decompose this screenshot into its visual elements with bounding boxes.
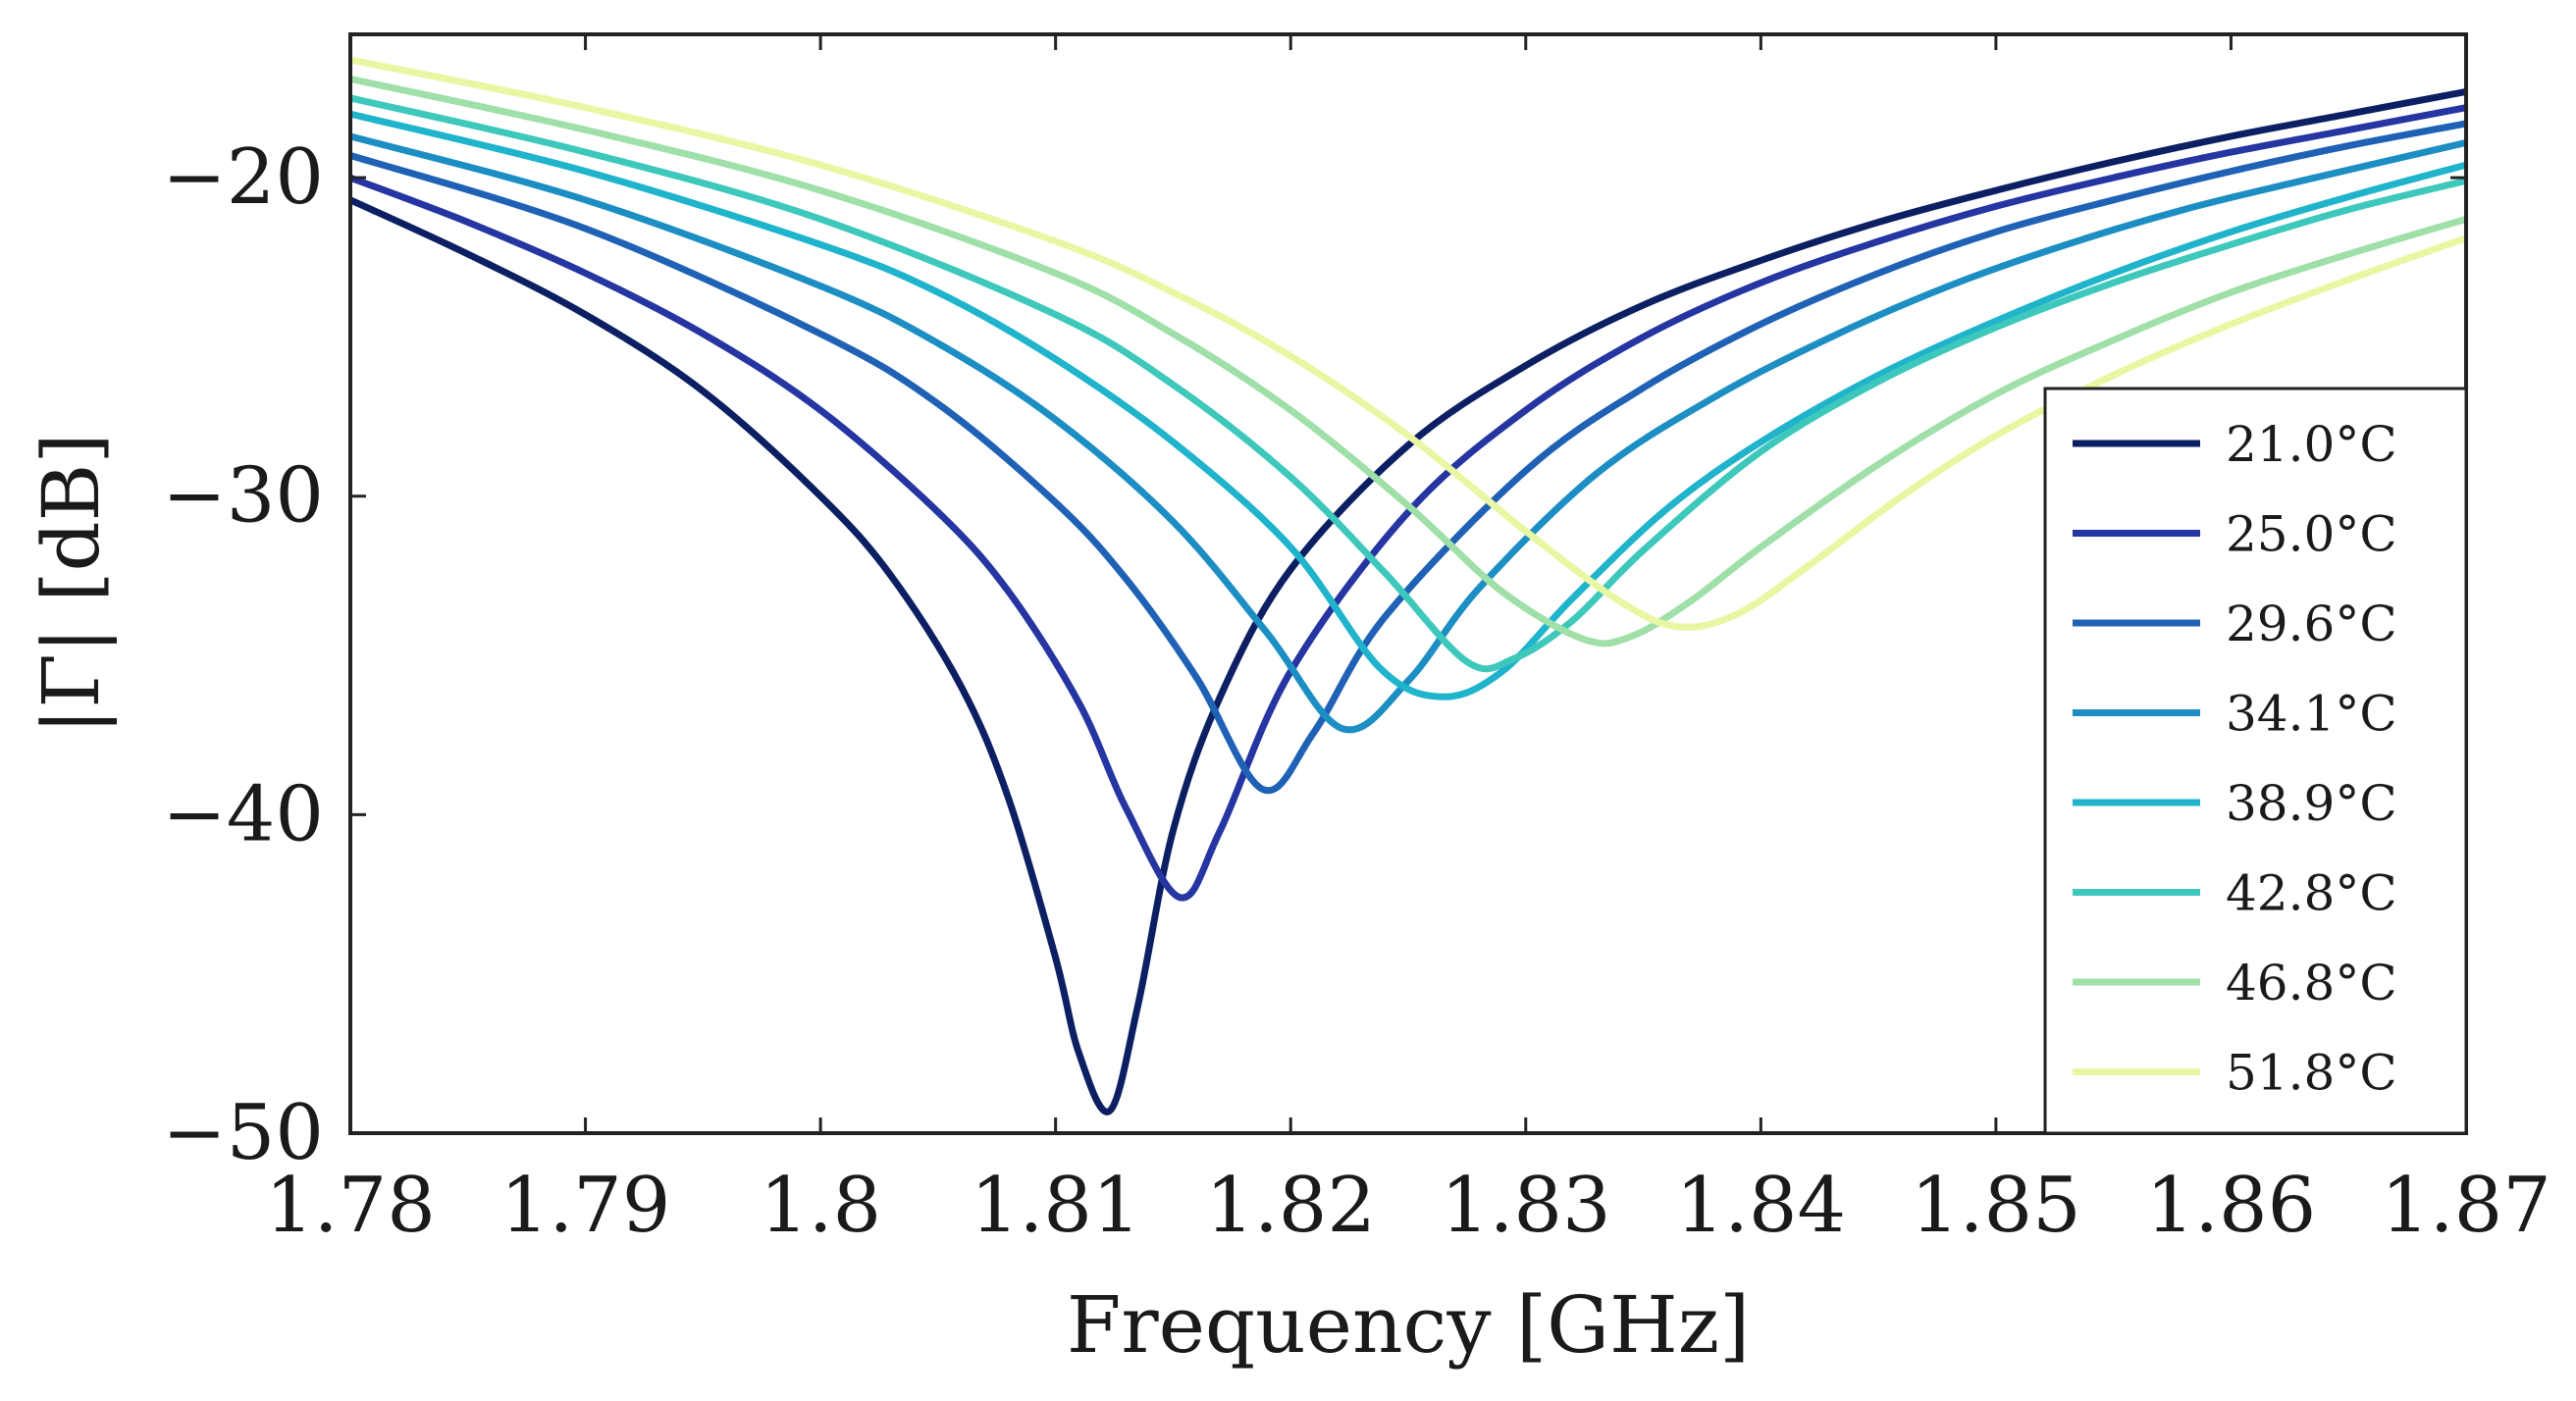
legend-label: 29.6°C (2226, 596, 2397, 652)
x-tick-label: 1.81 (971, 1162, 1141, 1250)
x-tick-label: 1.85 (1911, 1162, 2081, 1250)
legend-label: 42.8°C (2226, 865, 2397, 922)
legend-box (2043, 387, 2468, 1135)
legend-label: 21.0°C (2226, 416, 2397, 473)
x-axis-label: Frequency [GHz] (1067, 1279, 1750, 1371)
x-tick-label: 1.84 (1675, 1162, 1846, 1250)
legend-label: 34.1°C (2226, 686, 2397, 743)
legend-label: 38.9°C (2226, 775, 2397, 832)
legend: 21.0°C 25.0°C 29.6°C 34.1°C 38.9°C 42.8°C 46.8… (2043, 387, 2468, 1135)
series-line-3 (350, 120, 2466, 795)
y-tick-label: −40 (162, 770, 324, 858)
series-layer (350, 56, 2466, 1116)
legend-label: 46.8°C (2226, 955, 2397, 1012)
tick-layer: 1.78 1.79 1.8 1.81 1.82 1.83 1.84 1.85 1.86 1.87 −… (162, 34, 2551, 1250)
y-tick-label: −20 (162, 133, 324, 222)
x-tick-label: 1.83 (1441, 1162, 1611, 1250)
series-line-8 (350, 56, 2466, 631)
series-line-2 (350, 104, 2466, 902)
y-tick-label: −50 (162, 1089, 324, 1177)
x-tick-label: 1.86 (2146, 1162, 2317, 1250)
x-tick-label: 1.87 (2381, 1162, 2551, 1250)
series-line-4 (350, 132, 2466, 734)
series-line-7 (350, 75, 2466, 648)
x-tick-label: 1.79 (500, 1162, 671, 1250)
series-line-6 (350, 94, 2466, 673)
x-tick-label: 1.82 (1205, 1162, 1376, 1250)
series-line-5 (350, 110, 2466, 700)
legend-label: 25.0°C (2226, 506, 2397, 563)
y-tick-label: −30 (162, 452, 324, 541)
series-line-1 (350, 87, 2466, 1116)
x-tick-label: 1.8 (760, 1162, 881, 1250)
legend-label: 51.8°C (2226, 1045, 2397, 1102)
y-axis-label: |Γ| [dB] (26, 433, 117, 734)
x-tick-label: 1.78 (265, 1162, 436, 1250)
